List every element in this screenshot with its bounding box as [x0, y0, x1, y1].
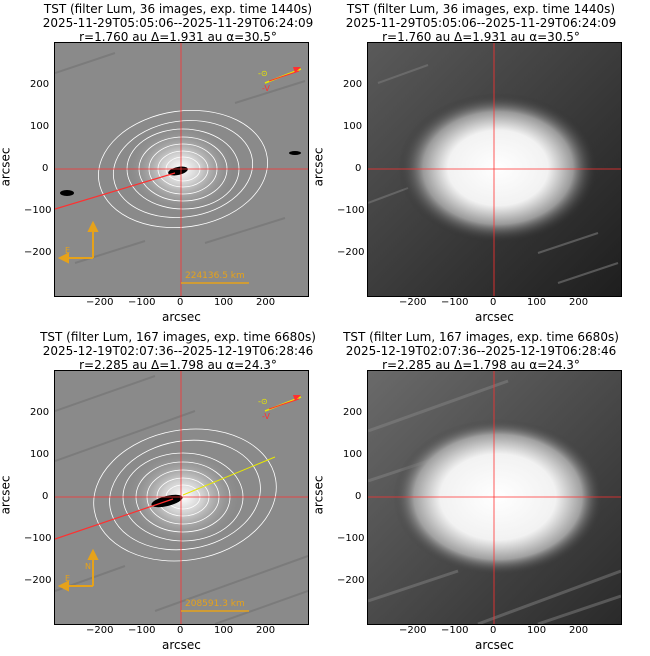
y-tick: 200: [30, 79, 50, 90]
y-tick: −100: [337, 205, 365, 216]
y-tick: 100: [30, 121, 50, 132]
x-tick: 100: [527, 297, 547, 308]
y-tick: 100: [343, 449, 363, 460]
y-tick: −100: [24, 533, 52, 544]
title-line-1: TST (filter Lum, 36 images, exp. time 14…: [346, 2, 616, 16]
title-line-3: r=1.760 au Δ=1.931 au α=30.5°: [79, 30, 277, 44]
x-axis-label: arcsec: [162, 310, 201, 324]
y-axis-label: arcsec: [311, 475, 326, 515]
x-tick: 0: [490, 625, 497, 636]
panel-title: TST (filter Lum, 36 images, exp. time 14…: [311, 2, 650, 44]
y-tick: −200: [337, 247, 365, 258]
x-tick: −100: [441, 297, 469, 308]
x-tick: 200: [569, 297, 589, 308]
x-tick: 0: [490, 297, 497, 308]
x-tick: 200: [256, 297, 276, 308]
panel-title: TST (filter Lum, 36 images, exp. time 14…: [8, 2, 348, 44]
scalebar-label: 224136.5 km: [185, 271, 245, 281]
y-axis-label: arcsec: [311, 147, 326, 187]
x-tick: 100: [214, 297, 234, 308]
title-line-2: 2025-11-29T05:05:06--2025-11-29T06:24:09: [345, 16, 617, 30]
x-tick: 200: [569, 625, 589, 636]
y-tick: −100: [337, 533, 365, 544]
x-tick: −200: [86, 625, 114, 636]
sun-vector-label: -⊙: [258, 397, 268, 406]
x-axis-label: arcsec: [475, 638, 514, 652]
y-tick: 200: [343, 79, 363, 90]
title-line-1: TST (filter Lum, 167 images, exp. time 6…: [343, 330, 619, 344]
east-label: E: [65, 246, 70, 255]
panel-title: TST (filter Lum, 167 images, exp. time 6…: [8, 330, 348, 372]
x-axis-label: arcsec: [475, 310, 514, 324]
sun-vector-label: -⊙: [258, 69, 268, 78]
x-tick: −100: [128, 625, 156, 636]
y-tick: 0: [355, 491, 362, 502]
title-line-1: TST (filter Lum, 36 images, exp. time 14…: [43, 2, 313, 16]
image-raw: [367, 370, 622, 625]
y-axis-label: arcsec: [0, 475, 13, 515]
title-line-3: r=2.285 au Δ=1.798 au α=24.3°: [382, 358, 580, 372]
y-tick: −100: [24, 205, 52, 216]
velocity-vector-label: -V: [262, 84, 270, 93]
panel-top-right: TST (filter Lum, 36 images, exp. time 14…: [311, 0, 650, 328]
image-processed: -⊙ -V N E 208591.3 km: [54, 370, 309, 625]
y-tick: 0: [42, 491, 49, 502]
east-label: E: [65, 574, 70, 583]
title-line-3: r=1.760 au Δ=1.931 au α=30.5°: [382, 30, 580, 44]
title-line-3: r=2.285 au Δ=1.798 au α=24.3°: [79, 358, 277, 372]
y-tick: 100: [30, 449, 50, 460]
x-tick: −100: [441, 625, 469, 636]
panel-title: TST (filter Lum, 167 images, exp. time 6…: [311, 330, 650, 372]
y-axis-label: arcsec: [0, 147, 13, 187]
north-label: N: [85, 562, 91, 571]
y-tick: −200: [24, 575, 52, 586]
velocity-vector-label: -V: [262, 412, 270, 421]
x-tick: −200: [399, 625, 427, 636]
title-line-1: TST (filter Lum, 167 images, exp. time 6…: [40, 330, 316, 344]
title-line-2: 2025-11-29T05:05:06--2025-11-29T06:24:09: [42, 16, 314, 30]
x-tick: 100: [527, 625, 547, 636]
y-tick: 200: [343, 407, 363, 418]
scalebar-label: 208591.3 km: [185, 599, 245, 609]
x-tick: −200: [86, 297, 114, 308]
y-tick: 0: [42, 163, 49, 174]
x-tick: −100: [128, 297, 156, 308]
title-line-2: 2025-12-19T02:07:36--2025-12-19T06:28:46: [345, 344, 617, 358]
image-processed: -⊙ -V E 224136.5 km: [54, 42, 309, 297]
image-raw: [367, 42, 622, 297]
title-line-2: 2025-12-19T02:07:36--2025-12-19T06:28:46: [42, 344, 314, 358]
y-tick: −200: [24, 247, 52, 258]
panel-top-left: TST (filter Lum, 36 images, exp. time 14…: [0, 0, 325, 328]
x-axis-label: arcsec: [162, 638, 201, 652]
y-tick: 0: [355, 163, 362, 174]
x-tick: 100: [214, 625, 234, 636]
x-tick: 0: [177, 625, 184, 636]
x-tick: 200: [256, 625, 276, 636]
x-tick: −200: [399, 297, 427, 308]
panel-bottom-left: TST (filter Lum, 167 images, exp. time 6…: [0, 328, 325, 656]
panel-bottom-right: TST (filter Lum, 167 images, exp. time 6…: [311, 328, 650, 656]
y-tick: −200: [337, 575, 365, 586]
y-tick: 100: [343, 121, 363, 132]
x-tick: 0: [177, 297, 184, 308]
y-tick: 200: [30, 407, 50, 418]
